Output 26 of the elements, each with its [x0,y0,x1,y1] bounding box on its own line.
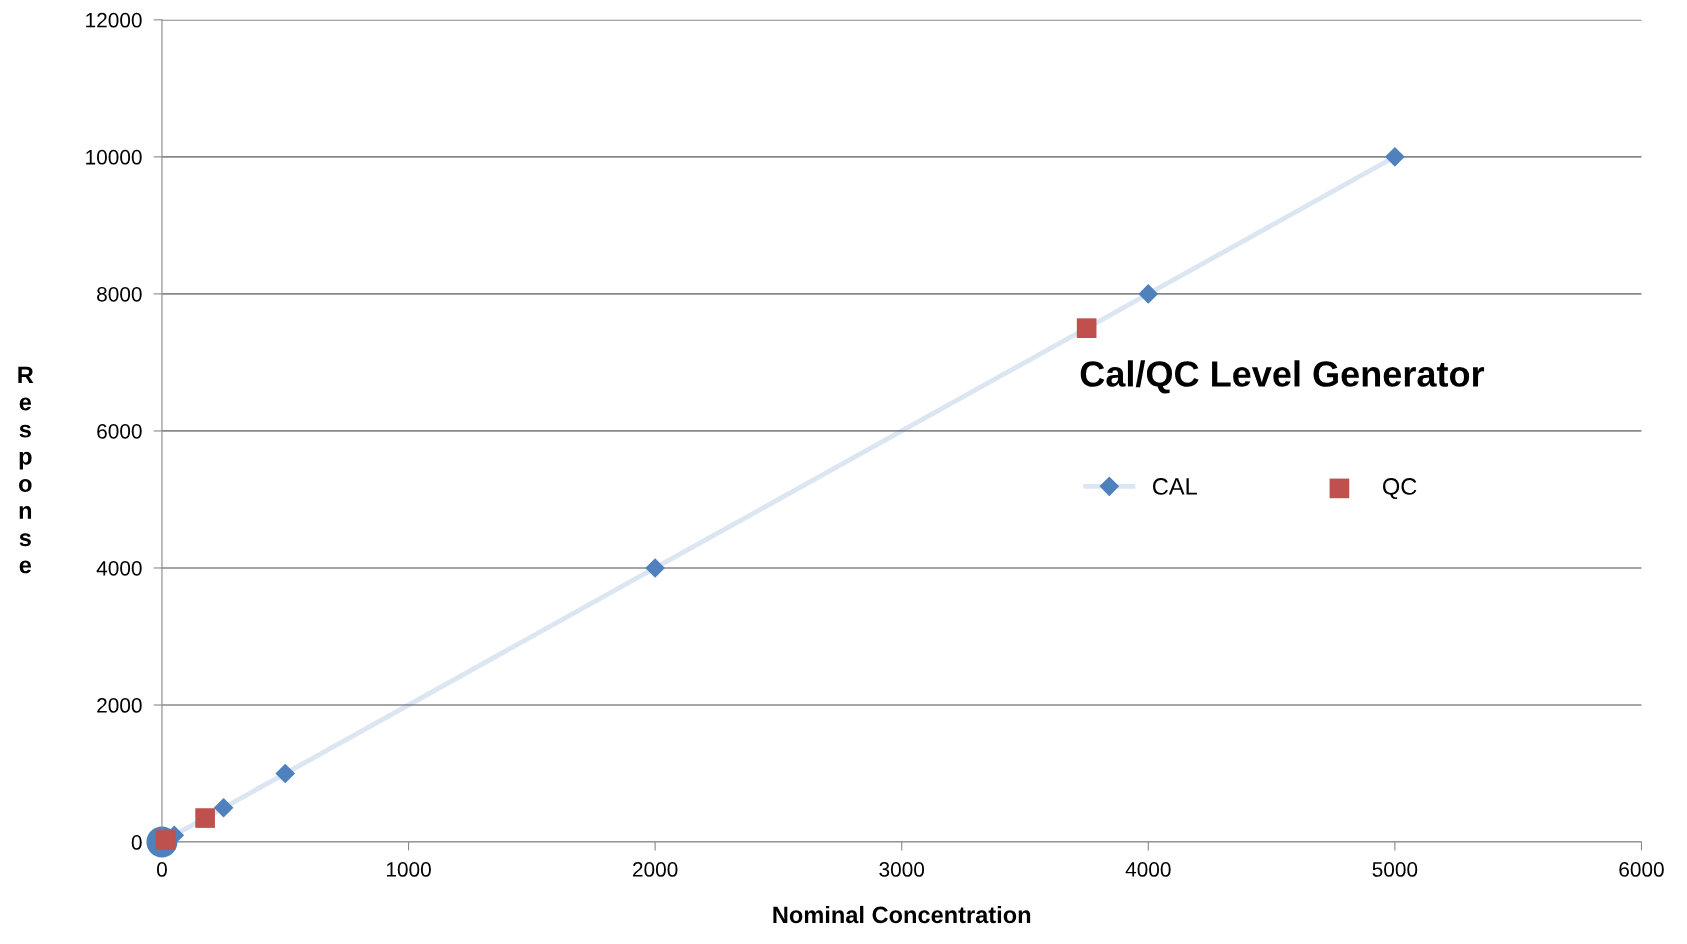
y-tick-label: 6000 [97,423,142,439]
text: Cal/QC Level Generator [1080,360,1485,394]
point [214,798,234,818]
y-tick-label: 10000 [86,149,142,165]
point [645,558,665,578]
y-axis-title: Response [18,366,34,574]
y-tick-label: 4000 [96,560,142,576]
point [1138,284,1158,304]
y-tick-label: 12000 [86,12,142,28]
point [275,763,295,784]
x-axis-title: Nominal Concentration [773,905,1031,924]
x-tick-label: 0 [156,862,167,877]
y-tick-label: 8000 [97,286,142,302]
x-tick-label: 1000 [386,862,431,877]
x-tick-label: 6000 [1619,862,1664,877]
y-tick-label: 0 [131,835,142,850]
legend-label: CAL [1153,478,1197,495]
x-tick-label: 4000 [1125,862,1171,877]
x-tick-label: 3000 [879,862,925,877]
point [1076,318,1097,338]
point [195,808,215,828]
x-tick-label: 5000 [1372,862,1418,877]
y-tick-label: 2000 [97,698,142,713]
x-tick-label: 2000 [633,862,678,877]
point [1385,147,1405,167]
legend-label: QC [1383,478,1417,500]
